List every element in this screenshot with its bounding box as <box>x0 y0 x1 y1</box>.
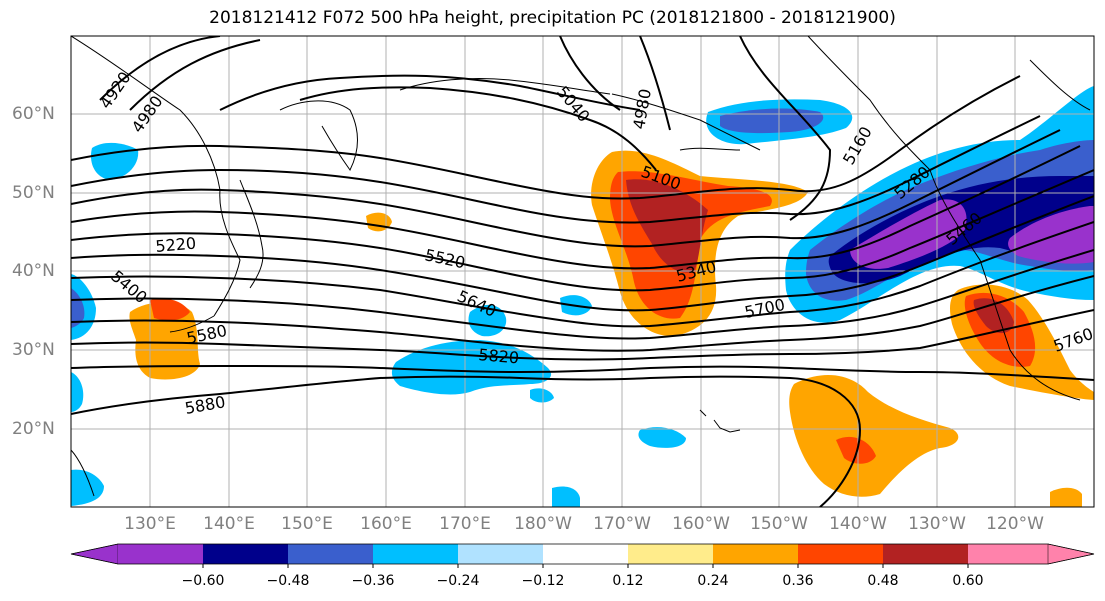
colorbar-tick-label: 0.36 <box>782 573 814 589</box>
lat-label: 30°N <box>12 340 55 360</box>
lon-label: 150°W <box>750 514 808 534</box>
contour-label: 5820 <box>478 345 520 367</box>
contour-label: 5400 <box>107 267 150 308</box>
lon-label: 150°E <box>281 514 333 534</box>
lat-label: 20°N <box>12 419 55 439</box>
colorbar-tick-label: −0.48 <box>266 573 310 589</box>
coastlines <box>71 36 1091 497</box>
contour-label: 5220 <box>155 234 197 256</box>
colorbar-tick-label: 0.24 <box>697 573 729 589</box>
colorbar <box>70 543 1095 568</box>
lon-label: 140°E <box>203 514 255 534</box>
contour-label: 5160 <box>839 123 876 168</box>
contour-label: 4980 <box>629 87 655 130</box>
colorbar-tick-label: −0.60 <box>181 573 225 589</box>
colorbar-tick-label: 0.60 <box>952 573 984 589</box>
height-contours <box>71 36 1094 507</box>
lat-label: 40°N <box>12 261 55 281</box>
lat-label: 60°N <box>12 104 55 124</box>
lon-label: 170°W <box>593 514 651 534</box>
contour-label: 5760 <box>1051 324 1096 356</box>
colorbar-tick-label: 0.48 <box>867 573 899 589</box>
lon-label: 160°E <box>360 514 412 534</box>
lat-label: 50°N <box>12 183 55 203</box>
lon-label: 180°W <box>514 514 572 534</box>
colorbar-tick-label: −0.36 <box>351 573 395 589</box>
lon-label: 130°W <box>908 514 966 534</box>
map-title: 2018121412 F072 500 hPa height, precipit… <box>209 8 896 28</box>
precipitation-shading <box>71 86 1094 507</box>
colorbar-tick-label: −0.24 <box>436 573 480 589</box>
lon-label: 130°E <box>124 514 176 534</box>
lon-label: 140°W <box>829 514 887 534</box>
map-frame <box>70 35 1095 508</box>
lon-label: 120°W <box>986 514 1044 534</box>
contour-label: 5520 <box>423 245 467 272</box>
colorbar-tick-label: −0.12 <box>521 573 565 589</box>
colorbar-tick-label: 0.12 <box>612 573 644 589</box>
lon-label: 160°W <box>672 514 730 534</box>
lon-label: 170°E <box>439 514 491 534</box>
